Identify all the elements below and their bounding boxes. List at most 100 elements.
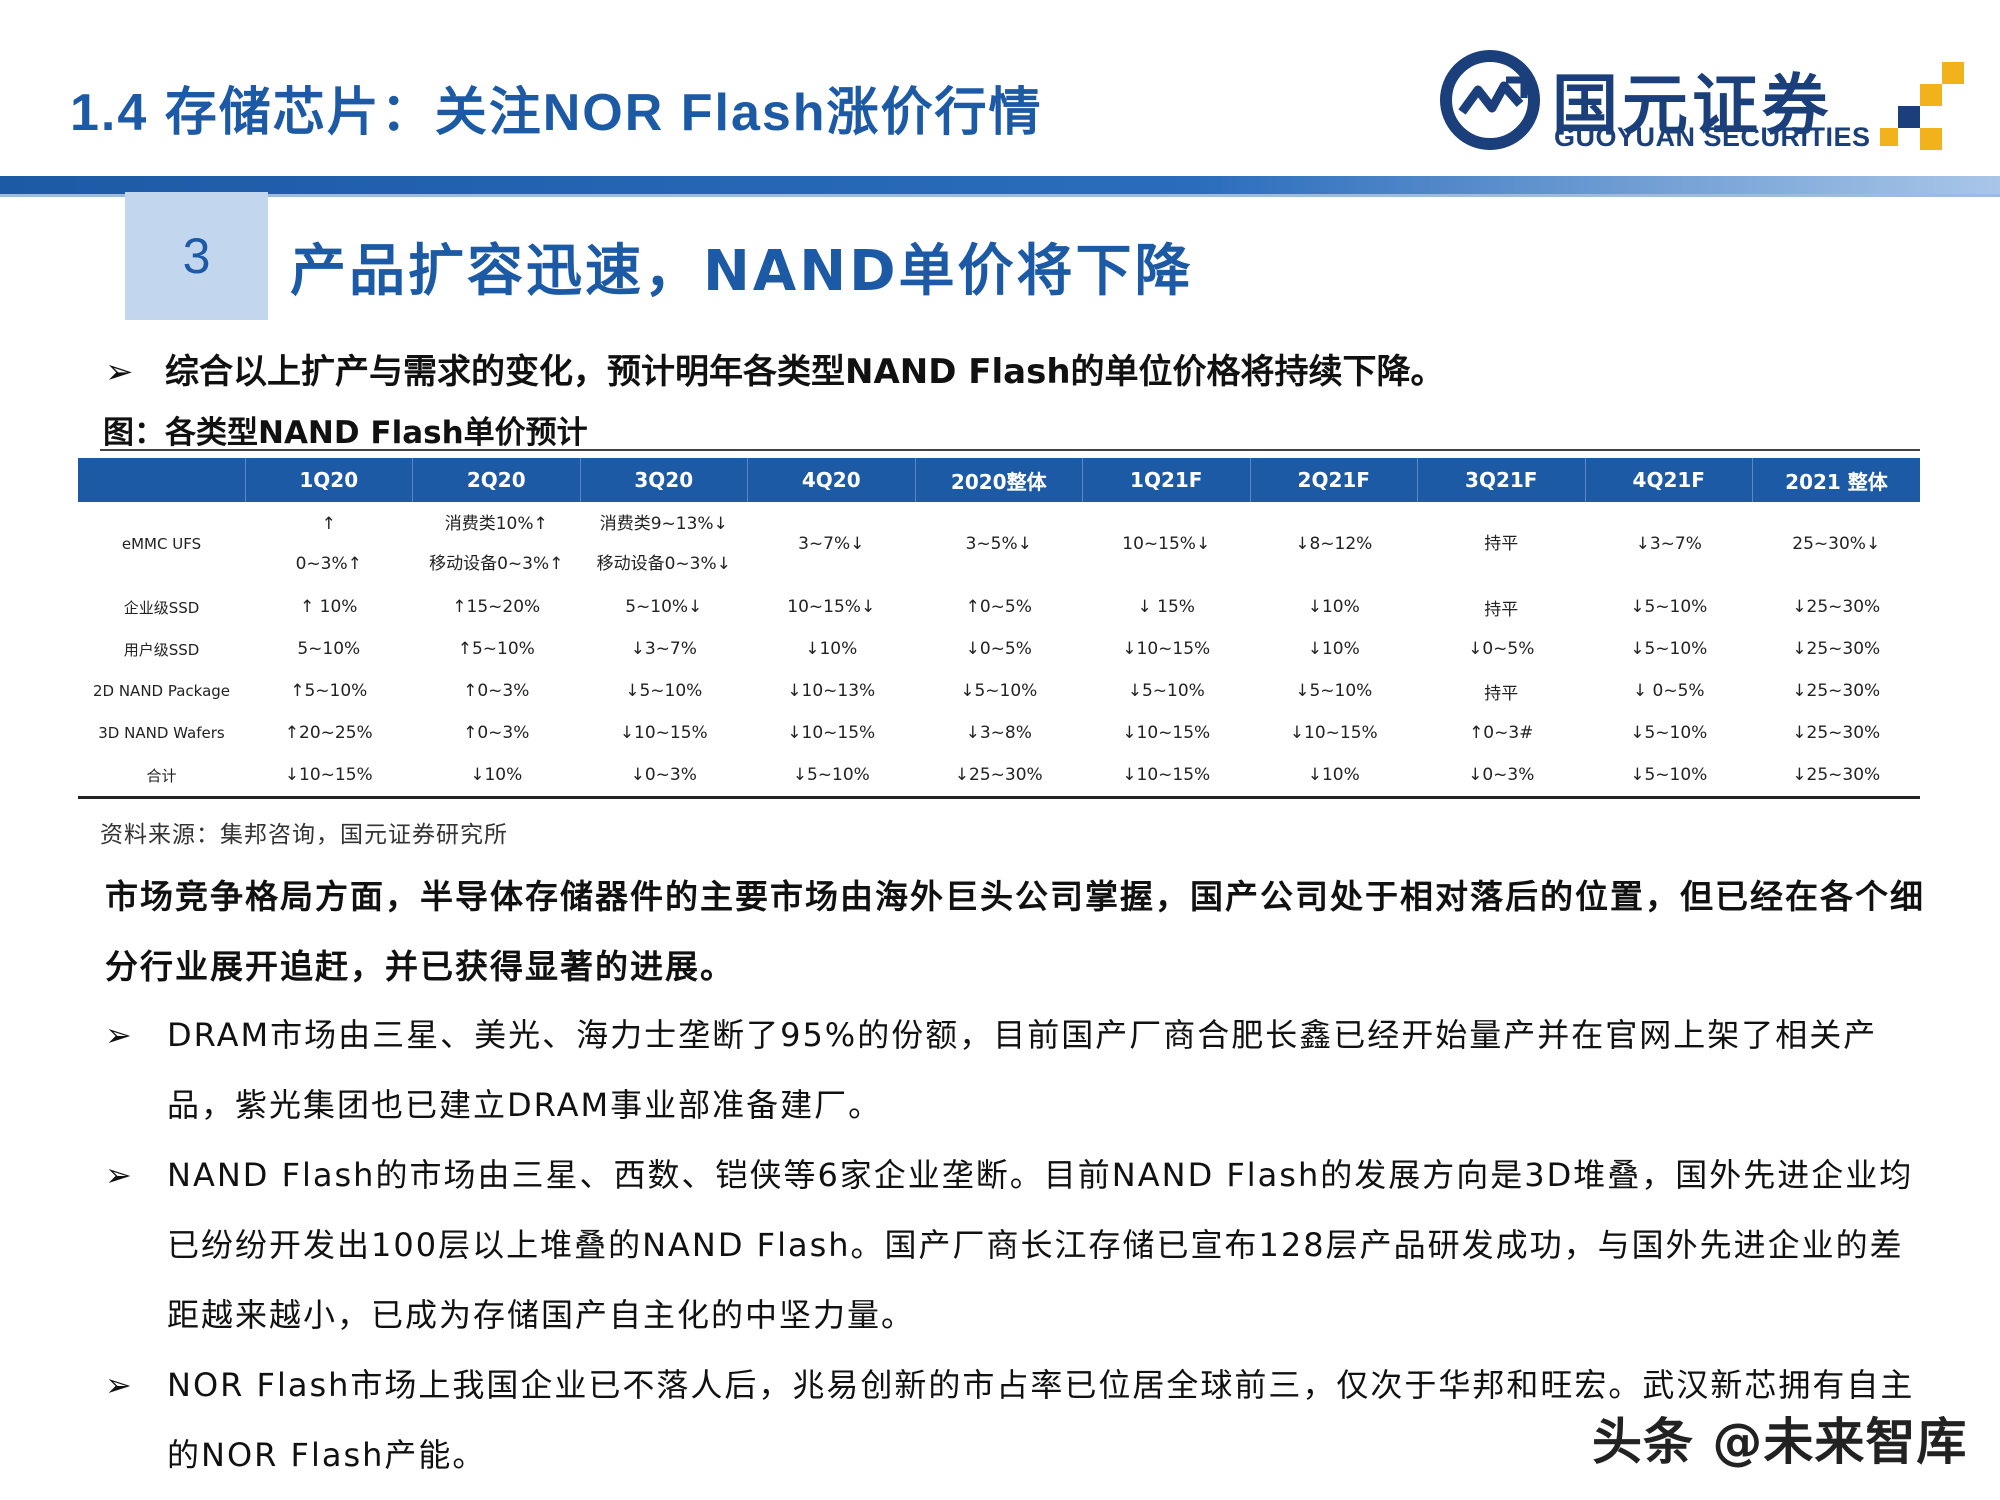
table-cell: 持平 — [1418, 586, 1586, 628]
table-cell: 10~15%↓ — [1083, 502, 1251, 586]
table-cell: ↑0~3% — [413, 712, 581, 754]
table-cell: 消费类9~13%↓ 移动设备0~3%↓ — [580, 502, 748, 586]
table-cell: ↓25~30% — [915, 754, 1083, 799]
arrow-bullet-icon: ➢ — [105, 1016, 134, 1054]
table-cell: ↑ 10% — [245, 586, 413, 628]
table-cell: ↓25~30% — [1753, 712, 1921, 754]
cell-line: ↓25~30% — [1792, 765, 1881, 785]
figure-title: 图：各类型NAND Flash单价预计 — [103, 415, 588, 451]
cell-line: ↓3~7% — [630, 639, 697, 659]
cell-line: 25~30%↓ — [1792, 534, 1881, 554]
table-cell: ↓10~15% — [1083, 628, 1251, 670]
table-cell: ↓10% — [1250, 586, 1418, 628]
cell-line: ↓0~3% — [630, 765, 697, 785]
table-row: 企业级SSD ↑ 10% ↑15~20% 5~10%↓ 10~15%↓ ↑0~5% ↓ 15… — [78, 586, 1920, 628]
price-forecast-table: 1Q20 2Q20 3Q20 4Q20 2020整体 1Q21F 2Q21F 3Q21F 4Q2… — [78, 458, 1920, 799]
cell-line: ↓5~10% — [960, 681, 1038, 701]
header-cell: 2Q21F — [1249, 458, 1418, 502]
table-cell: ↓25~30% — [1753, 670, 1921, 712]
header-cell: 4Q21F — [1584, 458, 1753, 502]
cell-line: ↓ 0~5% — [1632, 681, 1705, 701]
cell-line: ↓25~30% — [1792, 639, 1881, 659]
cell-line: ↓10~15% — [1122, 723, 1211, 743]
cell-line: ↓10~15% — [1122, 639, 1211, 659]
cell-line: ↓10~15% — [619, 723, 708, 743]
table-cell: ↓25~30% — [1752, 754, 1920, 799]
cell-line: ↓10~15% — [787, 723, 876, 743]
table-cell: 消费类10%↑ 移动设备0~3%↑ — [413, 502, 581, 586]
row-label: eMMC UFS — [121, 535, 202, 553]
header-cell: 2Q20 — [412, 458, 580, 502]
cell-line: ↓5~10% — [1127, 681, 1205, 701]
table-cell: 3~7%↓ — [748, 502, 916, 586]
table-cell: ↓5~10% — [1585, 586, 1753, 628]
header-cell: 2021 整体 — [1752, 458, 1920, 502]
table-cell: ↓5~10% — [747, 754, 915, 799]
table-cell: ↓3~7% — [1585, 502, 1753, 586]
cell-line: ↓5~10% — [1630, 639, 1708, 659]
table-cell: ↑0~3% — [413, 670, 581, 712]
table-cell: ↓0~5% — [1418, 628, 1586, 670]
bullet-text: NOR Flash市场上我国企业已不落人后，兆易创新的市占率已位居全球前三，仅次… — [167, 1366, 1915, 1474]
cell-line: ↓10% — [470, 765, 523, 785]
table-cell: ↓10~15% — [245, 754, 413, 799]
intro-bullet: ➢ 综合以上扩产与需求的变化，预计明年各类型NAND Flash的单位价格将持续下… — [105, 344, 1445, 393]
header-cell: 1Q21F — [1082, 458, 1250, 502]
cell-line: 0~3%↑ — [295, 554, 362, 574]
table-cell: ↓10~15% — [580, 712, 748, 754]
list-item: ➢ DRAM市场由三星、美光、海力士垄断了95%的份额，目前国产厂商合肥长鑫已经开… — [105, 1000, 1925, 1140]
cell-line: 3~7%↓ — [798, 534, 865, 554]
cell-line: 消费类9~13%↓ — [599, 514, 728, 534]
cell-line: ↓0~5% — [965, 639, 1032, 659]
company-logo: 国元证券 GUOYUAN SECURITIES — [1440, 50, 1980, 160]
table-cell: ↓10~13% — [748, 670, 916, 712]
cell-line: 移动设备0~3%↑ — [429, 554, 564, 574]
table-cell: ↓10% — [748, 628, 916, 670]
cell-line: 5~10% — [297, 639, 361, 659]
cell-line: ↑ 10% — [300, 597, 358, 617]
cell-line: ↑0~3% — [463, 723, 530, 743]
cell-line: ↓25~30% — [1792, 681, 1881, 701]
table-cell: ↓10~15% — [1250, 712, 1418, 754]
cell-line: ↑15~20% — [452, 597, 541, 617]
table-row: 3D NAND Wafers ↑20~25% ↑0~3% ↓10~15% ↓10~15%… — [78, 712, 1920, 754]
table-cell: ↓3~8% — [915, 712, 1083, 754]
row-label: 2D NAND Package — [92, 682, 231, 700]
section-title: 产品扩容迅速，NAND单价将下降 — [290, 239, 1194, 304]
cell-line: ↑20~25% — [284, 723, 373, 743]
page-title: 1.4 存储芯片：关注NOR Flash涨价行情 — [70, 84, 1043, 142]
table-cell: ↑20~25% — [245, 712, 413, 754]
cell-line: ↓10~15% — [1122, 765, 1211, 785]
cell-line: ↓0~3% — [1468, 765, 1535, 785]
table-cell: 10~15%↓ — [748, 586, 916, 628]
table-cell: ↓0~3% — [1417, 754, 1585, 799]
table-cell: 25~30%↓ — [1753, 502, 1921, 586]
table-body: eMMC UFS ↑ 0~3%↑ 消费类10%↑ 移动设备0~3%↑ 消费类9~13%↓ 移… — [78, 502, 1921, 799]
header-cell: 4Q20 — [747, 458, 915, 502]
cell-line: ↓25~30% — [1792, 597, 1881, 617]
cell-line: ↑5~10% — [457, 639, 535, 659]
cell-line: 5~10%↓ — [625, 597, 703, 617]
table-cell: ↓25~30% — [1753, 628, 1921, 670]
bullet-text: DRAM市场由三星、美光、海力士垄断了95%的份额，目前国产厂商合肥长鑫已经开始… — [167, 1016, 1878, 1124]
header-cell: 3Q21F — [1417, 458, 1585, 502]
cell-line: ↓25~30% — [1792, 723, 1881, 743]
logo-decoration-icon — [1880, 62, 1964, 150]
cell-line: ↑0~5% — [965, 597, 1032, 617]
cell-line: 持平 — [1484, 534, 1519, 554]
cell-line: 10~15%↓ — [787, 597, 876, 617]
table-cell: ↓5~10% — [1585, 712, 1753, 754]
table-cell: 持平 — [1418, 502, 1586, 586]
cell-line: ↓25~30% — [954, 765, 1043, 785]
row-label: 合计 — [78, 754, 245, 799]
arrow-bullet-icon: ➢ — [105, 1156, 134, 1194]
logo-english-name: GUOYUAN SECURITIES — [1554, 122, 1871, 152]
watermark: 头条 @未来智库 — [1592, 1413, 1968, 1471]
table-cell: ↑0~5% — [915, 586, 1083, 628]
table-header-row: 1Q20 2Q20 3Q20 4Q20 2020整体 1Q21F 2Q21F 3Q21F 4Q2… — [78, 458, 1920, 502]
row-label: 用户级SSD — [123, 640, 200, 659]
cell-line: ↓5~10% — [1630, 597, 1708, 617]
cell-line: ↑0~3# — [1469, 723, 1534, 743]
table-row: 2D NAND Package ↑5~10% ↑0~3% ↓5~10% ↓10~13% ↓… — [78, 670, 1920, 712]
cell-line: ↑0~3% — [463, 681, 530, 701]
